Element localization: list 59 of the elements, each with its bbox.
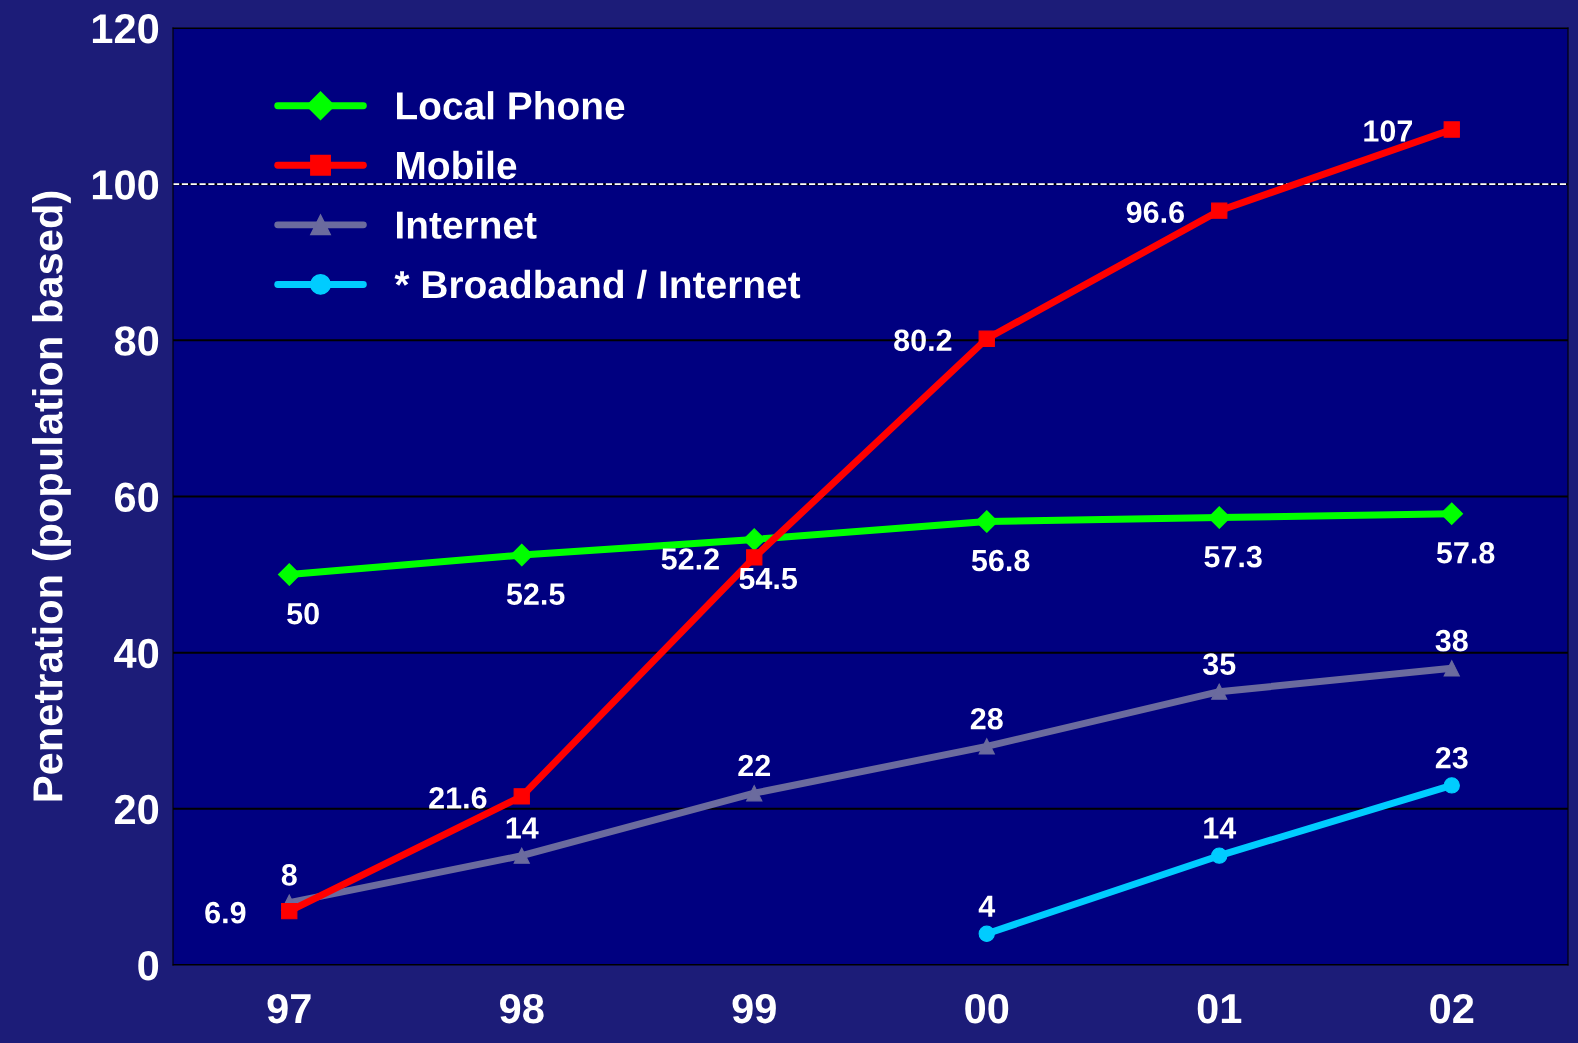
point <box>1443 777 1460 794</box>
x-tick-label: 99 <box>732 993 776 1024</box>
point <box>746 549 763 566</box>
legend-label: Local Phone <box>397 91 625 120</box>
data-label: 22 <box>738 754 771 777</box>
data-label: 38 <box>1435 629 1468 652</box>
legend-label: Mobile <box>397 150 517 180</box>
point <box>277 563 301 586</box>
y-tick-label: 0 <box>138 951 159 981</box>
data-label: 23 <box>1435 746 1468 769</box>
data-label: 107 <box>1364 120 1413 142</box>
y-tick-label: 60 <box>114 482 159 513</box>
y-tick-label: 120 <box>92 14 159 44</box>
legend-label: * Broadband / Internet <box>394 269 801 299</box>
x-tick-label: 98 <box>500 993 544 1024</box>
point <box>742 528 766 551</box>
x-tick-label: 02 <box>1430 993 1474 1024</box>
data-label: 52.2 <box>661 548 719 570</box>
data-label: 14 <box>506 817 539 839</box>
data-label: 57.8 <box>1436 541 1495 564</box>
point <box>1443 121 1460 138</box>
y-axis-title: Penetration (population based) <box>32 191 71 801</box>
point <box>975 510 999 533</box>
point <box>510 543 534 567</box>
point <box>978 330 995 347</box>
point <box>513 788 530 805</box>
data-label: 6.9 <box>205 901 246 924</box>
data-label: 35 <box>1202 653 1236 675</box>
legend-label: Internet <box>397 211 537 239</box>
point <box>1443 660 1460 677</box>
data-label: 28 <box>970 707 1003 730</box>
x-tick-label: 01 <box>1197 993 1242 1024</box>
data-label: 57.3 <box>1204 545 1262 568</box>
data-label: 4 <box>978 895 996 917</box>
point <box>1207 506 1231 529</box>
data-label: 8 <box>281 864 297 886</box>
data-label: 50 <box>287 602 319 625</box>
point <box>1211 202 1228 219</box>
x-tick-label: 00 <box>965 993 1009 1024</box>
y-tick-label: 40 <box>114 638 159 669</box>
data-label: 96.6 <box>1126 201 1184 224</box>
point <box>513 847 530 864</box>
point <box>1211 683 1228 700</box>
data-label: 21.6 <box>429 787 487 809</box>
y-tick-label: 20 <box>114 794 159 825</box>
data-label: 52.5 <box>506 583 565 605</box>
y-tick-label: 80 <box>114 326 159 356</box>
point <box>746 785 763 802</box>
data-label: 54.5 <box>739 567 798 590</box>
point <box>1211 847 1228 864</box>
data-label: 14 <box>1204 817 1237 839</box>
point <box>978 738 995 755</box>
data-label: 56.8 <box>971 549 1030 572</box>
y-tick-label: 100 <box>92 170 159 200</box>
data-label: 80.2 <box>894 329 952 352</box>
point <box>978 925 995 942</box>
x-tick-label: 97 <box>267 993 311 1024</box>
point <box>1440 502 1464 525</box>
point <box>281 902 298 920</box>
